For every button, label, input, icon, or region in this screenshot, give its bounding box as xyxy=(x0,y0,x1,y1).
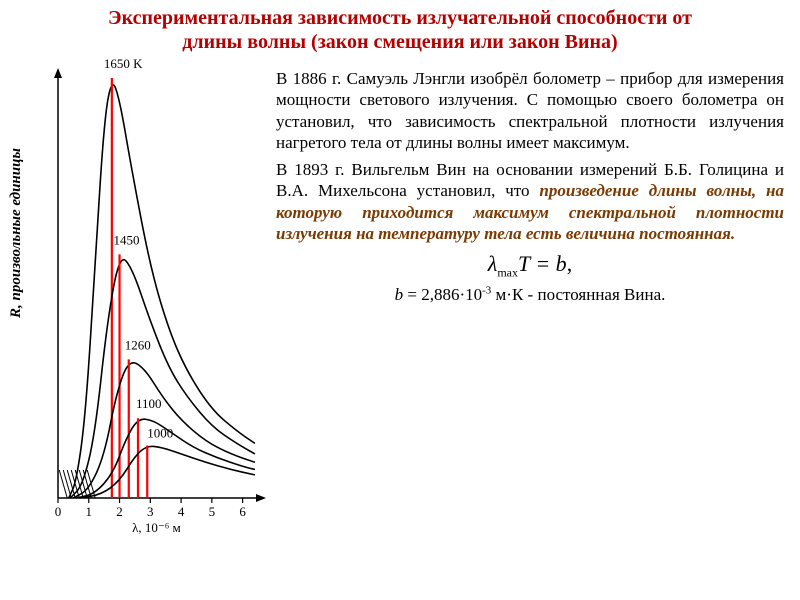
svg-text:0: 0 xyxy=(55,504,62,519)
svg-text:2: 2 xyxy=(116,504,123,519)
svg-text:1100: 1100 xyxy=(136,396,162,411)
title-line-2: длины волны (закон смещения или закон Ви… xyxy=(182,31,617,53)
svg-text:6: 6 xyxy=(239,504,246,519)
formula-comma: , xyxy=(567,251,573,276)
svg-text:1000: 1000 xyxy=(147,426,173,441)
title-line-1: Экспериментальная зависимость излучатель… xyxy=(108,7,692,29)
svg-text:λ, 10⁻⁶ м: λ, 10⁻⁶ м xyxy=(132,520,181,535)
paragraph-1: В 1886 г. Самуэль Лэнгли изобрёл боломет… xyxy=(276,68,784,153)
svg-text:4: 4 xyxy=(178,504,185,519)
y-axis-label: R, произвольные единицы xyxy=(8,148,25,318)
text-column: В 1886 г. Самуэль Лэнгли изобрёл боломет… xyxy=(270,58,790,588)
svg-text:1260: 1260 xyxy=(125,337,151,352)
chart-column: R, произвольные единицы 0 1 2 3 4 5 6 λ, 10⁻⁶ м… xyxy=(10,58,270,588)
svg-text:1650 K: 1650 K xyxy=(104,58,143,71)
const-exp: -3 xyxy=(482,285,491,297)
svg-text:1450: 1450 xyxy=(114,232,140,247)
formula-rest: T = b xyxy=(518,251,567,276)
formula-lambda: λ xyxy=(488,251,498,276)
const-eq: = 2,886·10 xyxy=(403,285,482,304)
svg-text:3: 3 xyxy=(147,504,154,519)
formula-sub: max xyxy=(497,265,518,279)
svg-text:5: 5 xyxy=(209,504,216,519)
const-b: b xyxy=(395,285,404,304)
paragraph-2: В 1893 г. Вильгельм Вин на основании изм… xyxy=(276,159,784,244)
svg-text:1: 1 xyxy=(86,504,93,519)
const-unit: м·К - постоянная Вина. xyxy=(491,285,665,304)
formula: λmaxT = b, xyxy=(276,250,784,280)
wien-chart: 0 1 2 3 4 5 6 λ, 10⁻⁶ м 1650 K 1450 1260 1100 1000 xyxy=(30,58,270,538)
constant-row: b = 2,886·10-3 м·К - постоянная Вина. xyxy=(276,284,784,305)
